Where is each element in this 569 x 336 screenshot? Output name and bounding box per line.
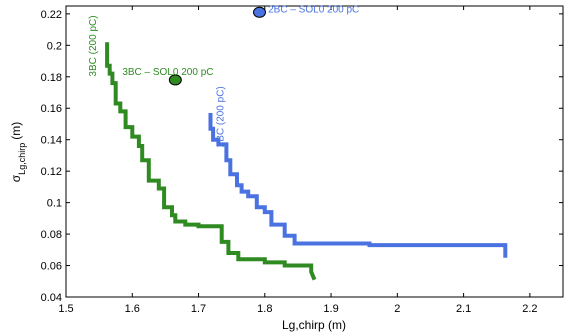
x-tick-label: 2.1 [456, 303, 471, 315]
y-tick-label: 0.14 [41, 135, 62, 147]
x-tick-label: 1.9 [323, 303, 338, 315]
series-layer [105, 42, 508, 281]
annotation-label: 2BC (200 pC) [216, 86, 227, 147]
y-tick-label: 0.16 [41, 103, 62, 115]
annotation-label: 3BC (200 pC) [88, 15, 99, 76]
y-tick-label: 0.18 [41, 72, 62, 84]
annotations: 3BC (200 pC) 2BC (200 pC)3BC – SOL0 200 p… [88, 4, 359, 147]
y-tick-label: 0.04 [41, 292, 62, 304]
point-marker [168, 74, 182, 86]
point-markers [168, 6, 266, 86]
x-tick-label: 1.8 [257, 303, 272, 315]
y-axis-label-sub: Lg,chirp [17, 143, 27, 175]
x-axis: 1.5 1.6 1.7 1.8 1.9 2 2.1 2.2 [58, 6, 538, 315]
annotation-label: 3BC – SOL0 200 pC [122, 67, 213, 78]
annotation-label: 2BC – SOL0 200 pC [268, 4, 359, 15]
x-tick-label: 1.5 [58, 303, 73, 315]
y-axis-label-unit: (m) [9, 122, 23, 140]
x-axis-label: Lg,chirp (m) [282, 318, 346, 332]
x-tick-label: 1.7 [191, 303, 206, 315]
series-line [208, 113, 508, 258]
x-tick-label: 2 [394, 303, 400, 315]
y-tick-label: 0.2 [47, 40, 62, 52]
y-axis-label: σLg,chirp (m) [9, 122, 27, 182]
y-tick-label: 0.06 [41, 261, 62, 273]
y-axis: 0.04 0.06 0.08 0.1 0.12 0.14 0.16 0.18 0.2 0.22 [41, 9, 563, 304]
plot-frame [65, 5, 564, 298]
point-marker [252, 6, 266, 18]
y-tick-label: 0.12 [41, 166, 62, 178]
y-tick-label: 0.22 [41, 9, 62, 21]
x-tick-label: 1.6 [125, 303, 140, 315]
x-tick-label: 2.2 [522, 303, 537, 315]
series-line [105, 42, 317, 281]
y-tick-label: 0.1 [47, 198, 62, 210]
y-tick-label: 0.08 [41, 229, 62, 241]
y-axis-label-main: σ [9, 174, 23, 182]
